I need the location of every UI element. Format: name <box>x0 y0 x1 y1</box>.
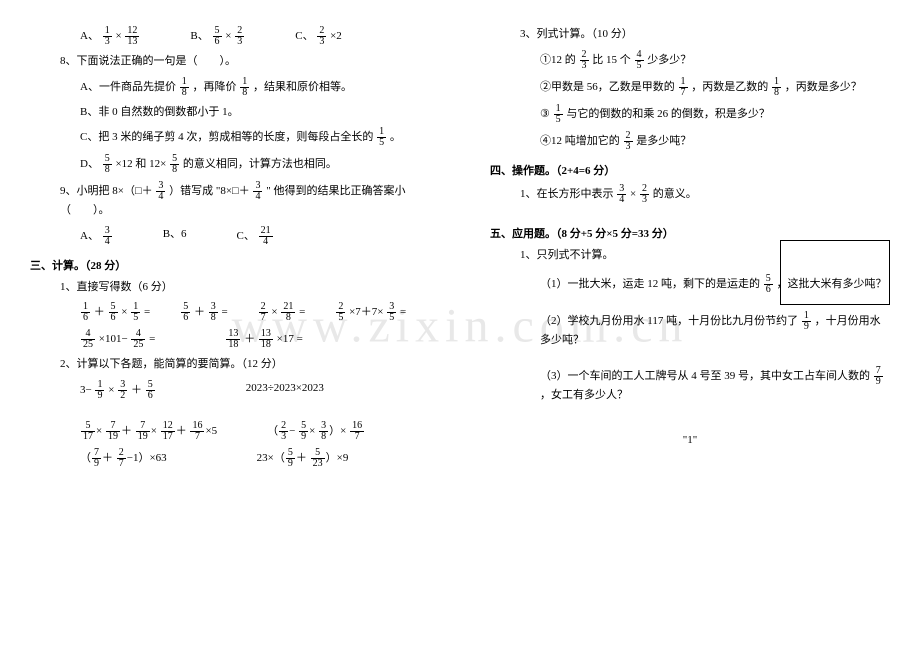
expr: 27 × 218 = <box>258 302 306 323</box>
expr: 16 ＋ 56 × 15 = <box>80 302 150 323</box>
expr: 25 ×7＋7× 35 = <box>335 302 406 323</box>
calc2-row-3: （79＋ 27−1）×63 23×（59＋ 523）×9 <box>80 448 430 469</box>
fraction: 1213 <box>125 26 139 47</box>
fraction: 58 <box>103 154 112 175</box>
section-3-1: 1、直接写得数（6 分） <box>60 279 430 297</box>
text: ）错写成 "8×□＋ <box>169 185 250 197</box>
q7-options: A、 13 × 1213 B、 56 × 23 C、 23 ×2 <box>80 26 430 47</box>
text: ，结果和原价相等。 <box>253 81 352 93</box>
page-number: "1" <box>490 434 890 446</box>
text: ②甲数是 56，乙数是甲数的 <box>540 81 675 93</box>
text: A、一件商品先提价 <box>80 81 176 93</box>
text: C、 <box>237 230 255 242</box>
text: （2）学校九月份用水 117 吨，十月份比九月份节约了 <box>540 315 798 327</box>
text: （3）一个车间的工人工牌号从 4 号至 39 号，其中女工占车间人数的 <box>540 370 870 382</box>
r-q2: ②甲数是 56，乙数是甲数的 17 ，丙数是乙数的 18 ，丙数是多少？ <box>540 77 890 98</box>
q7-opt-c: C、 23 ×2 <box>295 26 342 47</box>
sec4-q1: 1、在长方形中表示 34 × 23 的意义。 <box>520 184 890 205</box>
text: ④12 吨增加它的 <box>540 135 620 147</box>
expr: 517× 719＋ 719× 1217＋ 167×5 <box>80 421 217 442</box>
expr: 425 ×101− 425 = <box>80 329 155 350</box>
fraction: 18 <box>240 77 249 98</box>
text: C、 <box>295 30 313 42</box>
q7-opt-b: B、 56 × 23 <box>190 26 245 47</box>
expr: （23− 59× 38）× 167 <box>267 421 365 442</box>
sec5-q3: （3）一个车间的工人工牌号从 4 号至 39 号，其中女工占车间人数的 79 ，… <box>540 366 890 405</box>
sec5-q2: （2）学校九月份用水 117 吨，十月份比九月份节约了 19 ，十月份用水多少吨… <box>540 311 890 350</box>
q9-opt-b: B、6 <box>163 226 187 247</box>
text: 9、小明把 8×（□＋ <box>60 185 153 197</box>
q7-opt-a: A、 13 × 1213 <box>80 26 140 47</box>
page: A、 13 × 1213 B、 56 × 23 C、 23 ×2 8、下面说法正… <box>0 0 920 651</box>
q9-opt-a: A、 34 <box>80 226 113 247</box>
r-q3: ③ 15 与它的倒数的和乘 26 的倒数，积是多少？ <box>540 104 890 125</box>
fraction: 214 <box>259 226 273 247</box>
section-3-3: 3、列式计算。（10 分） <box>520 26 890 44</box>
q9-options: A、 34 B、6 C、 214 <box>80 226 430 247</box>
text: 是多少吨？ <box>636 135 691 147</box>
fraction: 23 <box>235 26 244 47</box>
fraction: 56 <box>213 26 222 47</box>
times: × <box>115 30 121 42</box>
text: ①12 的 <box>540 54 576 66</box>
right-column: 3、列式计算。（10 分） ①12 的 23 比 15 个 45 少多少？ ②甲… <box>460 0 920 651</box>
calc2-row-1: 3− 19 × 32 ＋ 56 2023÷2023×2023 <box>80 380 430 401</box>
text: ，再降价 <box>192 81 236 93</box>
section-4-head: 四、操作题。（2+4=6 分） <box>490 162 890 178</box>
text: D、 <box>80 158 99 170</box>
text: 的意义相同，计算方法也相同。 <box>183 158 337 170</box>
left-column: A、 13 × 1213 B、 56 × 23 C、 23 ×2 8、下面说法正… <box>0 0 460 651</box>
q8-opt-d: D、 58 ×12 和 12× 58 的意义相同，计算方法也相同。 <box>80 154 430 175</box>
text: A、 <box>80 30 99 42</box>
q8-opt-b: B、非 0 自然数的倒数都小于 1。 <box>80 104 430 122</box>
text: B、 <box>190 30 208 42</box>
text: 。 <box>390 131 401 143</box>
answer-rectangle <box>780 240 890 305</box>
text: 比 15 个 <box>592 54 631 66</box>
text: C、把 3 米的绳子剪 4 次，剪成相等的长度，则每段占全长的 <box>80 131 373 143</box>
text: ③ <box>540 108 550 120</box>
calc2-row-2: 517× 719＋ 719× 1217＋ 167×5 （23− 59× 38）×… <box>80 421 430 442</box>
expr: 1318 ＋ 1318 ×17 = <box>225 329 302 350</box>
text: ，女工有多少人？ <box>540 389 628 401</box>
section-5-head: 五、应用题。（8 分+5 分×5 分=33 分） <box>490 225 890 241</box>
fraction: 34 <box>103 226 112 247</box>
fraction: 13 <box>103 26 112 47</box>
text: × <box>630 188 636 200</box>
expr: 3− 19 × 32 ＋ 56 <box>80 380 156 401</box>
text: ×2 <box>330 30 342 42</box>
q9-stem: 9、小明把 8×（□＋ 34 ）错写成 "8×□＋ 34 " 他得到的结果比正确… <box>60 181 430 220</box>
text: ×12 和 12× <box>115 158 166 170</box>
q8-stem: 8、下面说法正确的一句是（ ）。 <box>60 53 430 71</box>
r-q1: ①12 的 23 比 15 个 45 少多少？ <box>540 50 890 71</box>
section-3-head: 三、计算。（28 分） <box>30 257 430 273</box>
expr: 23×（59＋ 523）×9 <box>257 448 349 469</box>
fraction: 34 <box>253 181 262 202</box>
text: 少多少？ <box>647 54 691 66</box>
fraction: 18 <box>180 77 189 98</box>
fraction: 58 <box>170 154 179 175</box>
text: （1）一批大米，运走 12 吨，剩下的是运走的 <box>540 278 760 290</box>
times: × <box>225 30 231 42</box>
q8-opt-a: A、一件商品先提价 18 ，再降价 18 ，结果和原价相等。 <box>80 77 430 98</box>
calc-row-2: 425 ×101− 425 = 1318 ＋ 1318 ×17 = <box>80 329 430 350</box>
text: 的意义。 <box>653 188 697 200</box>
expr: 2023÷2023×2023 <box>246 380 324 401</box>
fraction: 34 <box>156 181 165 202</box>
text: ，丙数是乙数的 <box>691 81 768 93</box>
expr: （79＋ 27−1）×63 <box>80 448 167 469</box>
text: ，丙数是多少？ <box>785 81 862 93</box>
text: A、 <box>80 230 99 242</box>
q8-opt-c: C、把 3 米的绳子剪 4 次，剪成相等的长度，则每段占全长的 15 。 <box>80 127 430 148</box>
q9-opt-c: C、 214 <box>237 226 274 247</box>
r-q4: ④12 吨增加它的 23 是多少吨？ <box>540 131 890 152</box>
fraction: 15 <box>377 127 386 148</box>
text: 1、在长方形中表示 <box>520 188 614 200</box>
fraction: 23 <box>317 26 326 47</box>
calc-row-1: 16 ＋ 56 × 15 = 56 ＋ 38 = 27 × 218 = 25 <box>80 302 430 323</box>
section-3-2: 2、计算以下各题，能简算的要简算。（12 分） <box>60 356 430 374</box>
expr: 56 ＋ 38 = <box>180 302 227 323</box>
text: 与它的倒数的和乘 26 的倒数，积是多少？ <box>566 108 770 120</box>
